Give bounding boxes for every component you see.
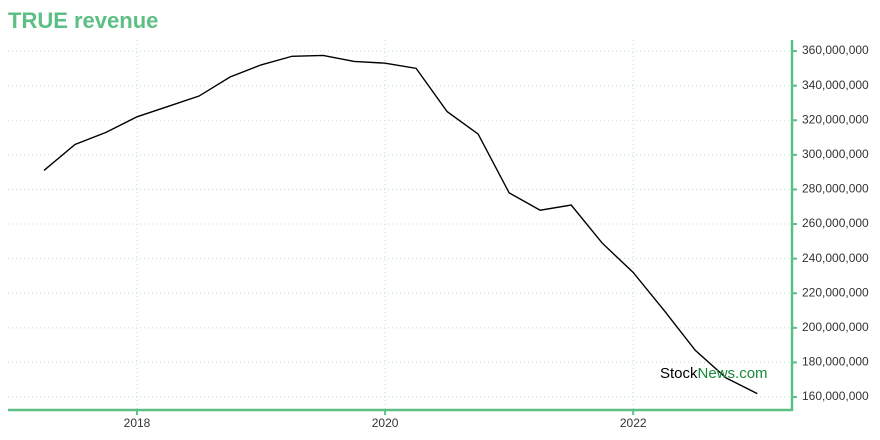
watermark: StockNews.com [660, 365, 768, 382]
y-tick-label: 360,000,000 [802, 43, 869, 57]
y-tick-label: 280,000,000 [802, 182, 869, 196]
y-tick-label: 340,000,000 [802, 78, 869, 92]
watermark-prefix: Stock [660, 365, 698, 382]
x-tick-label: 2020 [372, 416, 399, 430]
y-tick-label: 220,000,000 [802, 285, 869, 299]
y-tick-label: 240,000,000 [802, 251, 869, 265]
line-series [43, 54, 758, 395]
y-tick-label: 260,000,000 [802, 216, 869, 230]
y-tick-label: 320,000,000 [802, 112, 869, 126]
y-tick-label: 180,000,000 [802, 355, 869, 369]
chart-title: TRUE revenue [8, 8, 158, 33]
y-tick-label: 200,000,000 [802, 320, 869, 334]
watermark-suffix: News.com [698, 365, 768, 382]
x-tick-label: 2018 [124, 416, 151, 430]
y-tick-label: 160,000,000 [802, 389, 869, 403]
x-tick-label: 2022 [620, 416, 647, 430]
y-tick-label: 300,000,000 [802, 147, 869, 161]
